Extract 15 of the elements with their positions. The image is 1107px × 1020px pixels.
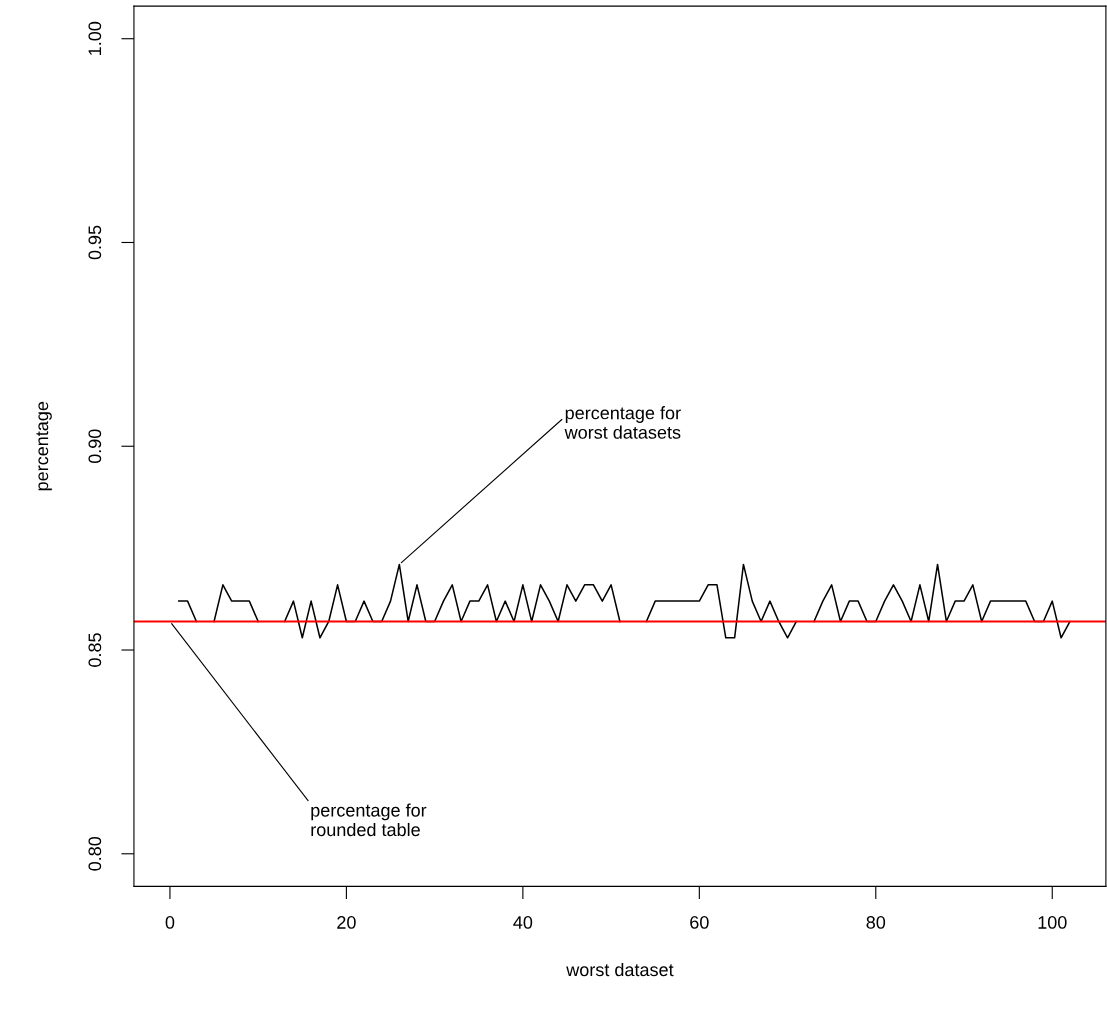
y-tick-label: 1.00: [88, 21, 102, 55]
x-tick-label: 20: [337, 916, 356, 929]
annotation: percentage for rounded table: [311, 803, 427, 837]
x-tick-label: 0: [165, 916, 175, 929]
x-tick-label: 60: [690, 916, 709, 929]
annotation: percentage for worst datasets: [564, 406, 681, 439]
y-tick-label: 0.95: [88, 225, 102, 260]
x-tick-label: 40: [513, 916, 533, 929]
y-axis-title: percentage: [36, 401, 52, 491]
x-tick-label: 100: [1038, 916, 1067, 929]
y-tick-label: 0.85: [88, 633, 102, 667]
x-axis-title: worst dataset: [566, 962, 674, 977]
x-tick-label: 80: [866, 916, 886, 929]
y-tick-label: 0.80: [88, 836, 102, 871]
y-tick-label: 0.90: [88, 429, 102, 464]
